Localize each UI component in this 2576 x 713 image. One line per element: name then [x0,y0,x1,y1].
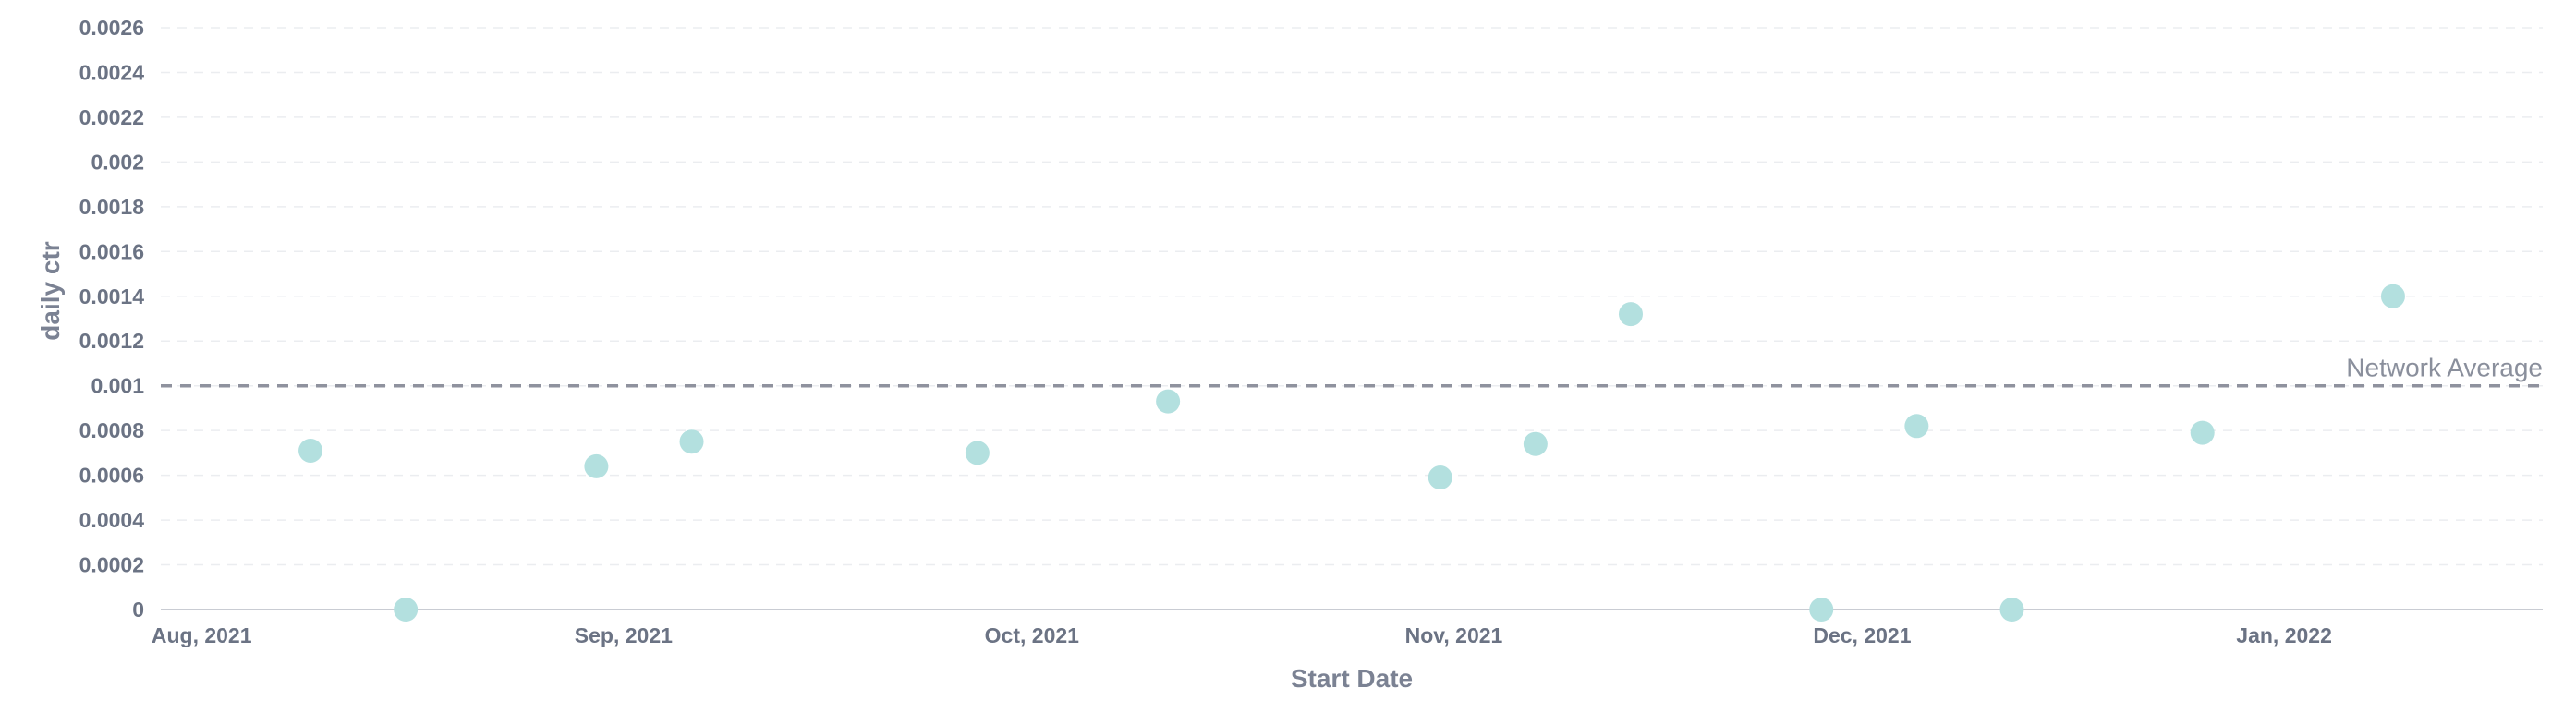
data-point[interactable] [1618,302,1643,327]
x-axis-title: Start Date [1291,664,1413,693]
data-point[interactable] [1809,598,1834,622]
y-tick-label: 0.0002 [79,553,144,577]
y-axis-ticks: 0 0.0002 0.0004 0.0006 0.0008 0.001 0.0012 0.00… [79,16,145,622]
y-tick-label: 0 [132,598,144,622]
y-tick-label: 0.002 [91,150,144,174]
data-point[interactable] [298,438,323,463]
y-axis-title: daily ctr [36,241,65,340]
y-tick-label: 0.0026 [79,16,144,40]
data-point[interactable] [2190,420,2215,445]
y-tick-label: 0.0018 [79,195,145,219]
x-tick-label: Jan, 2022 [2236,623,2332,647]
y-tick-label: 0.0014 [79,284,145,308]
data-point[interactable] [965,441,990,465]
y-tick-label: 0.0008 [79,418,145,442]
x-tick-label: Dec, 2021 [1813,623,1911,647]
x-tick-label: Oct, 2021 [985,623,1079,647]
data-point[interactable] [1428,465,1452,490]
x-tick-label: Sep, 2021 [575,623,673,647]
data-point[interactable] [394,598,419,622]
x-tick-label: Nov, 2021 [1405,623,1503,647]
data-point[interactable] [1523,431,1548,456]
grid-lines [161,27,2543,566]
x-tick-label: Aug, 2021 [152,623,252,647]
network-average-label: Network Average [2346,354,2543,382]
y-tick-label: 0.0012 [79,329,144,353]
data-point[interactable] [2380,284,2405,308]
data-point[interactable] [1904,414,1929,439]
y-tick-label: 0.0006 [79,464,144,488]
y-tick-label: 0.0016 [79,239,144,263]
data-points [298,284,2405,622]
data-point[interactable] [679,429,704,454]
y-tick-label: 0.0024 [79,60,145,84]
y-tick-label: 0.0004 [79,508,145,532]
data-point[interactable] [1156,389,1181,414]
data-point[interactable] [1999,598,2024,622]
y-tick-label: 0.0022 [79,105,144,129]
x-axis-ticks: Aug, 2021 Sep, 2021 Oct, 2021 Nov, 2021 Dec,… [152,623,2332,647]
y-tick-label: 0.001 [91,374,144,398]
data-point[interactable] [584,453,609,478]
